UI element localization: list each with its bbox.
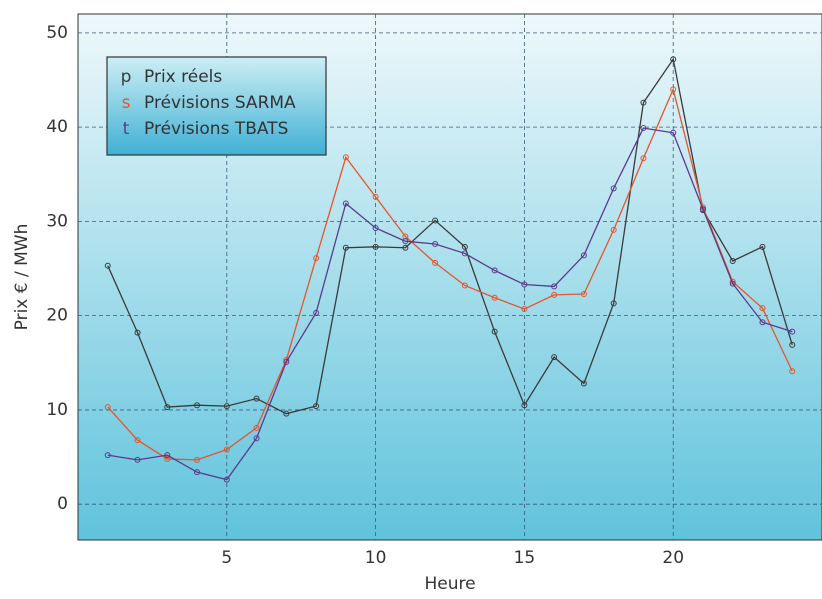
x-axis-label: Heure <box>424 574 475 594</box>
legend-label: Prix réels <box>144 67 222 87</box>
data-point <box>610 300 617 307</box>
y-tick-label: 30 <box>46 211 68 231</box>
legend-marker: t <box>123 119 130 139</box>
y-tick-label: 10 <box>46 400 68 420</box>
data-point <box>521 306 528 313</box>
data-point <box>104 452 111 459</box>
data-point <box>223 476 230 483</box>
data-point <box>789 328 796 335</box>
data-point <box>313 309 320 316</box>
data-point <box>640 155 647 162</box>
legend-marker: s <box>122 93 131 113</box>
data-point <box>283 358 290 365</box>
data-point <box>194 469 201 476</box>
data-point <box>313 255 320 262</box>
data-point <box>432 217 439 224</box>
data-point <box>491 328 498 335</box>
series-line <box>107 87 793 461</box>
data-point <box>610 226 617 233</box>
data-point <box>134 437 141 444</box>
data-point <box>372 243 379 250</box>
data-point <box>253 395 260 402</box>
data-point <box>580 252 587 259</box>
legend-label: Prévisions TBATS <box>144 119 288 139</box>
data-point <box>759 243 766 250</box>
data-point <box>759 305 766 312</box>
data-point <box>610 185 617 192</box>
data-point <box>164 404 171 411</box>
data-point <box>194 402 201 409</box>
series-line <box>107 127 793 481</box>
data-point <box>551 283 558 290</box>
data-point <box>432 259 439 266</box>
data-point <box>789 368 796 375</box>
data-point <box>521 402 528 409</box>
data-point <box>134 456 141 463</box>
data-point <box>491 294 498 301</box>
legend-marker: p <box>121 67 132 87</box>
y-tick-label: 40 <box>46 117 68 137</box>
x-tick-label: 20 <box>662 548 684 568</box>
data-point <box>164 455 171 462</box>
x-tick-label: 15 <box>514 548 536 568</box>
data-point <box>104 262 111 269</box>
data-point <box>640 99 647 106</box>
data-point <box>461 243 468 250</box>
data-point <box>253 424 260 431</box>
data-point <box>342 154 349 161</box>
data-point <box>729 280 736 287</box>
data-point <box>313 403 320 410</box>
data-point <box>342 244 349 251</box>
y-tick-label: 20 <box>46 306 68 326</box>
data-point <box>223 446 230 453</box>
data-point <box>342 200 349 207</box>
data-point <box>729 257 736 264</box>
data-point <box>402 244 409 251</box>
data-point <box>551 354 558 361</box>
legend-label: Prévisions SARMA <box>144 93 296 113</box>
data-point <box>253 435 260 442</box>
data-point <box>104 404 111 411</box>
data-point <box>461 250 468 257</box>
data-point <box>223 403 230 410</box>
data-point <box>283 410 290 417</box>
data-point <box>372 224 379 231</box>
data-point <box>551 291 558 298</box>
y-tick-label: 0 <box>57 494 68 514</box>
data-point <box>670 129 677 136</box>
series-line <box>107 57 793 415</box>
data-point <box>134 329 141 336</box>
data-point <box>699 206 706 213</box>
y-tick-label: 50 <box>46 23 68 43</box>
data-point <box>640 125 647 132</box>
data-point <box>372 193 379 200</box>
data-point <box>432 241 439 248</box>
data-point <box>461 282 468 289</box>
data-point <box>402 238 409 245</box>
data-point <box>521 281 528 288</box>
data-point <box>194 456 201 463</box>
data-point <box>670 56 677 63</box>
data-point <box>580 380 587 387</box>
data-point <box>670 86 677 93</box>
legend-box <box>106 56 327 156</box>
data-point <box>491 267 498 274</box>
data-point <box>580 290 587 297</box>
y-axis-label: Prix € / MWh <box>12 224 32 331</box>
data-point <box>164 452 171 459</box>
data-point <box>759 319 766 326</box>
x-tick-label: 5 <box>221 548 232 568</box>
x-tick-label: 10 <box>365 548 387 568</box>
data-point <box>789 341 796 348</box>
